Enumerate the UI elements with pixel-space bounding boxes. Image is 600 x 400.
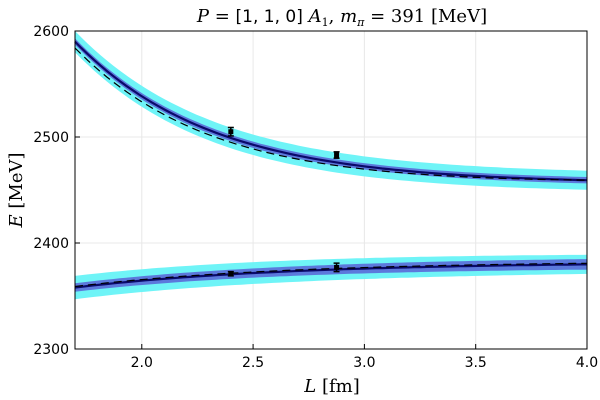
- x-tick-label-1: 2.5: [242, 355, 264, 371]
- x-tick-label-3: 3.5: [465, 355, 487, 371]
- y-tick-label-1: 2400: [33, 236, 69, 252]
- fit-lines: [74, 40, 588, 289]
- chart-title: P = [1, 1, 0] A1, mπ = 391 [MeV]: [196, 6, 487, 29]
- data-point-1: [334, 152, 340, 158]
- central-fit-line-1: [74, 263, 587, 289]
- x-axis-label: L [fm]: [303, 376, 359, 397]
- grid: [75, 30, 588, 350]
- y-axis-label: E [MeV]: [6, 152, 27, 228]
- x-tick-label-0: 2.0: [131, 355, 153, 371]
- plot-frame: [74, 30, 588, 350]
- data-points: [227, 126, 340, 277]
- y-tick-label-2: 2500: [33, 130, 69, 146]
- dashed-fit-line-0: [74, 47, 588, 181]
- central-fit-line-0: [74, 40, 588, 182]
- data-point-3: [334, 264, 340, 270]
- x-tick-label-4: 4.0: [576, 355, 598, 371]
- data-point-2: [228, 271, 234, 277]
- x-tick-label-2: 3.0: [353, 355, 375, 371]
- y-tick-label-3: 2600: [33, 24, 69, 40]
- dashed-fit-line-1: [74, 262, 588, 288]
- y-tick-label-0: 2300: [33, 342, 69, 358]
- x-axis-ticks: 2.0 2.5 3.0 3.5 4.0: [131, 344, 598, 371]
- data-point-0: [228, 129, 234, 135]
- outer-band-0: [75, 31, 587, 190]
- y-axis-ticks: 2300 2400 2500 2600: [33, 24, 80, 358]
